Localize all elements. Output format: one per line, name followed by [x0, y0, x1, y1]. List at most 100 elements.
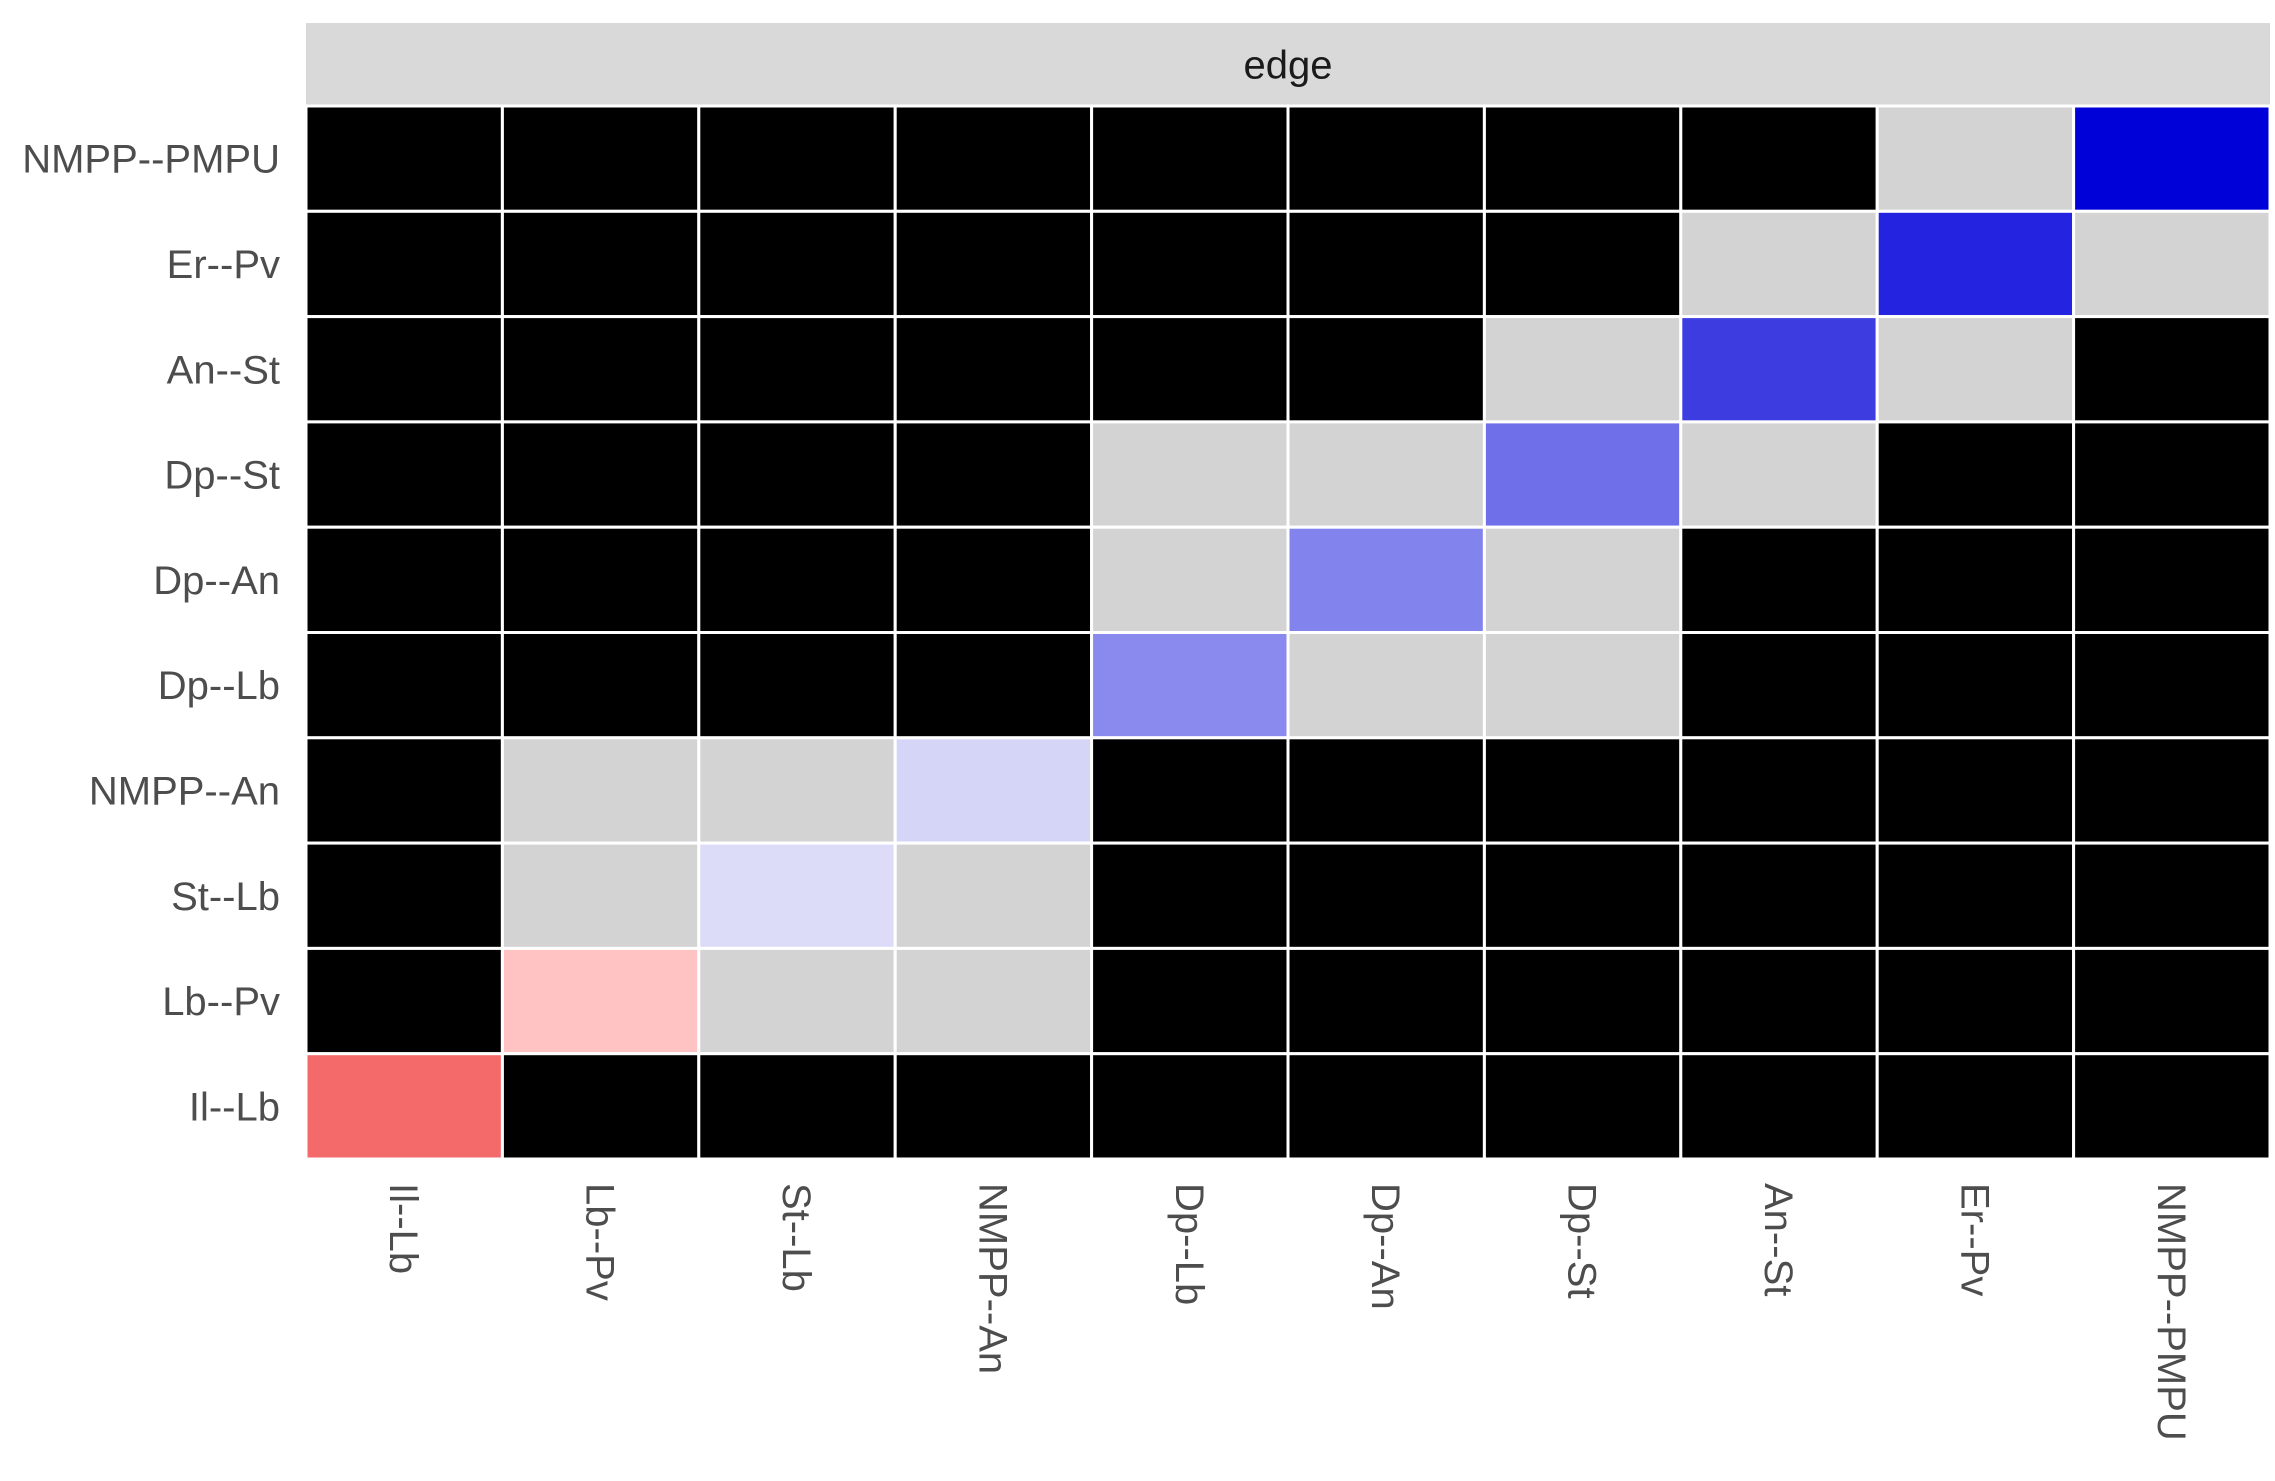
- heatmap-cell: [893, 420, 1094, 529]
- heatmap-cell: [697, 315, 897, 424]
- heatmap-cell: [1875, 420, 2076, 529]
- heatmap-cell: [304, 631, 504, 740]
- heatmap-cell: [500, 841, 701, 950]
- heatmap-cell: [1482, 420, 1683, 529]
- heatmap-cell: [500, 1052, 701, 1161]
- heatmap-cell: [1090, 631, 1290, 740]
- heatmap-cell: [697, 209, 897, 319]
- heatmap-cell: [697, 420, 897, 529]
- heatmap-cell: [893, 209, 1094, 319]
- heatmap-cell: [1090, 736, 1290, 845]
- heatmap-cell: [500, 315, 701, 424]
- heatmap-cell: [893, 946, 1094, 1056]
- heatmap-cell: [1090, 104, 1290, 213]
- heatmap-cell: [893, 1052, 1094, 1161]
- y-tick-label: NMPP--PMPU: [22, 138, 280, 182]
- heatmap-cell: [697, 104, 897, 213]
- heatmap-cell: [1286, 736, 1486, 845]
- y-tick-label: An--St: [167, 348, 280, 392]
- heatmap-cell: [893, 736, 1094, 845]
- heatmap-cell: [500, 525, 701, 635]
- heatmap-cell: [304, 315, 504, 424]
- heatmap-cell: [1875, 209, 2076, 319]
- heatmap-cell: [893, 525, 1094, 635]
- heatmap-cell: [1090, 420, 1290, 529]
- heatmap-cell: [500, 209, 701, 319]
- heatmap-cell: [1482, 631, 1683, 740]
- heatmap-cell: [1679, 209, 1879, 319]
- y-tick-label: Dp--Lb: [158, 664, 280, 708]
- x-tick-label: NMPP--An: [970, 1183, 1014, 1374]
- heatmap-cell: [304, 525, 504, 635]
- heatmap-cell: [1679, 736, 1879, 845]
- heatmap-cell: [1090, 1052, 1290, 1161]
- heatmap-cell: [2072, 315, 2272, 424]
- x-axis-labels: Il--Lb Lb--Pv St--Lb NMPP--An Dp--Lb Dp--An Dp…: [381, 1183, 2193, 1441]
- heatmap-cell: [893, 104, 1094, 213]
- heatmap-cell: [893, 315, 1094, 424]
- x-tick-label: NMPP--PMPU: [2149, 1183, 2193, 1441]
- x-tick-label: Dp--An: [1363, 1183, 1407, 1310]
- heatmap-cell: [697, 736, 897, 845]
- x-tick-label: Dp--Lb: [1167, 1183, 1211, 1305]
- facet-strip-label: edge: [1244, 44, 1333, 88]
- y-axis-labels: NMPP--PMPU Er--Pv An--St Dp--St Dp--An Dp--Lb…: [22, 138, 280, 1130]
- x-tick-label: An--St: [1756, 1183, 1800, 1296]
- heatmap-cell: [2072, 841, 2272, 950]
- heatmap-cell: [500, 946, 701, 1056]
- heatmap-cell: [1286, 841, 1486, 950]
- x-tick-label: St--Lb: [774, 1183, 818, 1292]
- heatmap-cell: [1482, 946, 1683, 1056]
- heatmap-cell: [1286, 946, 1486, 1056]
- heatmap-cell: [1286, 104, 1486, 213]
- y-tick-label: St--Lb: [171, 875, 280, 919]
- heatmap-cell: [1482, 736, 1683, 845]
- heatmap-cell: [1679, 631, 1879, 740]
- heatmap-cell: [697, 841, 897, 950]
- heatmap-cell: [697, 525, 897, 635]
- heatmap-cell: [1679, 946, 1879, 1056]
- heatmap-cells: [304, 104, 2272, 1161]
- heatmap-cell: [500, 420, 701, 529]
- heatmap-cell: [1875, 525, 2076, 635]
- y-tick-label: Dp--An: [153, 559, 280, 603]
- heatmap-cell: [304, 946, 504, 1056]
- heatmap-cell: [1875, 631, 2076, 740]
- heatmap-cell: [1875, 841, 2076, 950]
- y-tick-label: Dp--St: [164, 454, 280, 498]
- heatmap-cell: [1286, 420, 1486, 529]
- heatmap-cell: [1679, 315, 1879, 424]
- x-tick-label: Il--Lb: [381, 1183, 425, 1274]
- heatmap-cell: [1286, 525, 1486, 635]
- heatmap-cell: [1875, 104, 2076, 213]
- heatmap-cell: [1090, 841, 1290, 950]
- heatmap-cell: [1482, 104, 1683, 213]
- x-tick-label: Lb--Pv: [578, 1183, 622, 1301]
- heatmap-cell: [1679, 1052, 1879, 1161]
- heatmap-cell: [2072, 631, 2272, 740]
- heatmap-cell: [697, 631, 897, 740]
- heatmap-cell: [1679, 841, 1879, 950]
- heatmap-cell: [304, 420, 504, 529]
- heatmap-cell: [1286, 631, 1486, 740]
- heatmap-cell: [2072, 104, 2272, 213]
- heatmap-cell: [1482, 315, 1683, 424]
- facet-strip: edge: [306, 23, 2270, 106]
- heatmap-cell: [1286, 315, 1486, 424]
- x-tick-label: Dp--St: [1560, 1183, 1604, 1299]
- heatmap-cell: [1482, 1052, 1683, 1161]
- heatmap-cell: [304, 841, 504, 950]
- heatmap-cell: [2072, 736, 2272, 845]
- heatmap-cell: [1679, 525, 1879, 635]
- heatmap-cell: [304, 209, 504, 319]
- heatmap-cell: [304, 104, 504, 213]
- heatmap-cell: [304, 736, 504, 845]
- heatmap-cell: [1679, 420, 1879, 529]
- heatmap-cell: [2072, 209, 2272, 319]
- heatmap-cell: [1482, 841, 1683, 950]
- heatmap-cell: [1090, 315, 1290, 424]
- heatmap-cell: [697, 946, 897, 1056]
- heatmap-cell: [304, 1052, 504, 1161]
- y-tick-label: Lb--Pv: [162, 980, 280, 1024]
